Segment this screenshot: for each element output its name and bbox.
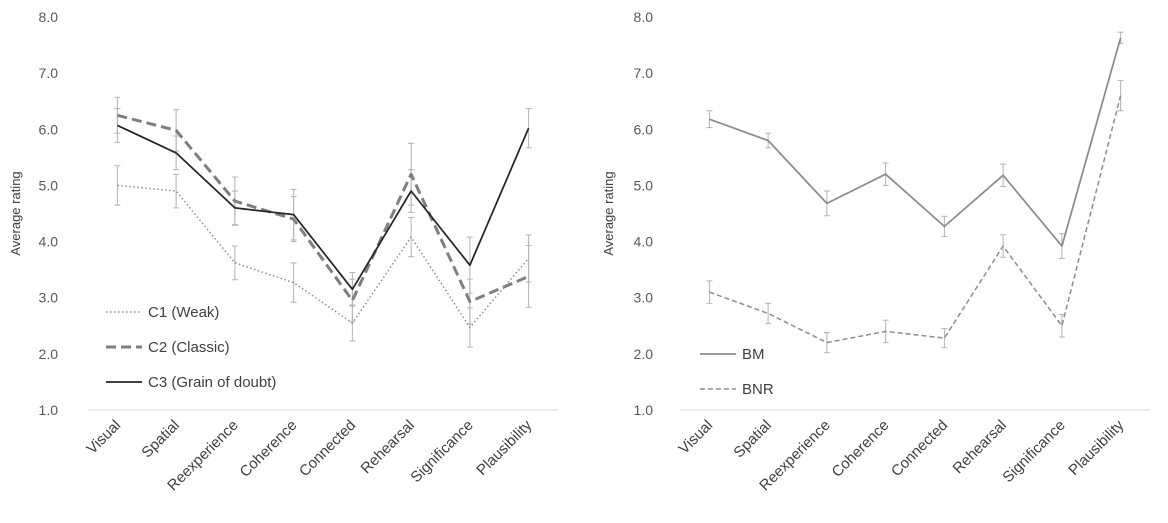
- error-bar: [765, 302, 772, 325]
- y-tick-label: 5.0: [634, 177, 654, 193]
- y-tick-label: 4.0: [634, 234, 654, 250]
- x-tick-label: Rehearsal: [358, 417, 418, 477]
- y-axis-label: Average rating: [601, 171, 616, 255]
- x-tick-label: Coherence: [829, 417, 893, 481]
- legend-label: C1 (Weak): [148, 304, 219, 321]
- y-tick-label: 2.0: [634, 346, 654, 362]
- y-tick-label: 5.0: [39, 177, 59, 193]
- legend-label: BNR: [742, 381, 774, 398]
- error-bar: [290, 262, 297, 303]
- y-tick-label: 8.0: [39, 9, 59, 25]
- y-tick-label: 7.0: [634, 65, 654, 81]
- x-tick-label: Connected: [296, 417, 359, 480]
- x-tick-label: Visual: [83, 417, 124, 458]
- series-line: [117, 113, 530, 304]
- error-bar: [173, 173, 180, 209]
- series-line: [117, 124, 530, 291]
- error-bar: [114, 165, 121, 206]
- series-line: [709, 95, 1122, 344]
- x-tick-label: Visual: [675, 417, 716, 458]
- x-tick-label: Spatial: [730, 417, 774, 461]
- right-chart-panel: 1.0 2.0 3.0 4.0 5.0 6.0 7.0 8.0 Average rating Vi…: [601, 9, 1150, 494]
- error-bar: [1117, 79, 1124, 112]
- error-bar: [231, 245, 238, 281]
- left-chart-panel: 1.0 2.0 3.0 4.0 5.0 6.0 7.0 8.0 Average rating Vi…: [8, 9, 558, 494]
- x-tick-label: Significance: [407, 417, 476, 486]
- y-tick-label: 6.0: [39, 121, 59, 137]
- error-bar: [706, 110, 713, 129]
- error-bar: [706, 280, 713, 304]
- x-tick-label: Spatial: [138, 417, 182, 461]
- y-tick-label: 7.0: [39, 65, 59, 81]
- y-tick-label: 4.0: [39, 234, 59, 250]
- series-line: [709, 37, 1122, 247]
- y-tick-label: 1.0: [39, 402, 59, 418]
- legend-label: C3 (Grain of doubt): [148, 374, 276, 391]
- y-tick-label: 3.0: [634, 290, 654, 306]
- legend-label: C2 (Classic): [148, 339, 230, 356]
- y-tick-label: 1.0: [634, 402, 654, 418]
- x-tick-label: Plausibility: [473, 416, 535, 478]
- error-bar: [114, 108, 121, 143]
- y-tick-label: 8.0: [634, 9, 654, 25]
- x-tick-label: Significance: [999, 417, 1068, 486]
- x-tick-label: Connected: [888, 417, 951, 480]
- legend-label: BM: [742, 346, 765, 363]
- y-tick-label: 3.0: [39, 290, 59, 306]
- error-bar: [525, 245, 532, 308]
- y-tick-label: 2.0: [39, 346, 59, 362]
- error-bar: [1117, 31, 1124, 44]
- y-axis-label: Average rating: [8, 171, 23, 255]
- error-bar: [941, 328, 948, 349]
- x-tick-label: Plausibility: [1065, 416, 1127, 478]
- series-line: [117, 184, 530, 329]
- error-bar: [525, 108, 532, 149]
- error-bar: [1058, 314, 1065, 338]
- x-tick-label: Coherence: [237, 417, 301, 481]
- x-tick-label: Rehearsal: [950, 417, 1010, 477]
- y-tick-label: 6.0: [634, 121, 654, 137]
